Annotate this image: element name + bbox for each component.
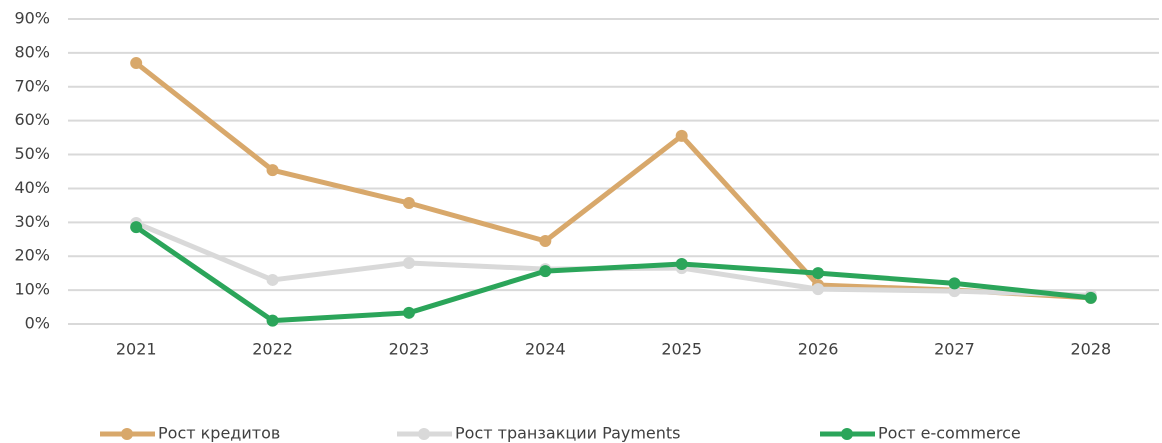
legend-label: Рост e-commerce — [878, 424, 1021, 443]
data-point — [266, 314, 279, 327]
legend-marker — [841, 428, 853, 440]
data-point — [539, 234, 552, 247]
data-point — [266, 164, 279, 177]
x-tick-label: 2023 — [389, 340, 430, 359]
x-tick-label: 2022 — [252, 340, 293, 359]
y-tick-label: 50% — [14, 144, 50, 163]
data-point — [402, 197, 415, 210]
x-tick-label: 2028 — [1070, 340, 1111, 359]
y-tick-label: 0% — [25, 314, 50, 333]
data-point — [266, 273, 279, 286]
legend-marker — [121, 428, 133, 440]
y-tick-label: 90% — [14, 9, 50, 28]
y-tick-label: 10% — [14, 280, 50, 299]
x-tick-label: 2027 — [934, 340, 975, 359]
y-tick-label: 20% — [14, 246, 50, 265]
y-tick-label: 40% — [14, 178, 50, 197]
series-line — [134, 61, 1091, 301]
series-line — [134, 225, 1092, 324]
x-tick-label: 2024 — [525, 340, 566, 359]
legend-marker — [418, 428, 430, 440]
legend-label: Рост транзакции Payments — [455, 424, 681, 443]
data-point — [1084, 291, 1097, 304]
data-point — [812, 283, 825, 296]
x-tick-label: 2026 — [798, 340, 839, 359]
data-point — [812, 267, 825, 280]
data-point — [130, 57, 143, 70]
data-point — [539, 265, 552, 278]
legend-label: Рост кредитов — [158, 424, 280, 443]
data-point — [675, 258, 688, 271]
y-tick-label: 30% — [14, 212, 50, 231]
x-tick-label: 2021 — [116, 340, 157, 359]
data-point — [402, 306, 415, 319]
y-tick-label: 80% — [14, 42, 50, 61]
data-point — [675, 129, 688, 142]
data-point — [948, 277, 961, 290]
data-point — [402, 257, 415, 269]
data-point — [130, 221, 143, 234]
y-tick-label: 60% — [14, 110, 50, 129]
y-tick-label: 70% — [14, 76, 50, 95]
x-tick-label: 2025 — [661, 340, 702, 359]
